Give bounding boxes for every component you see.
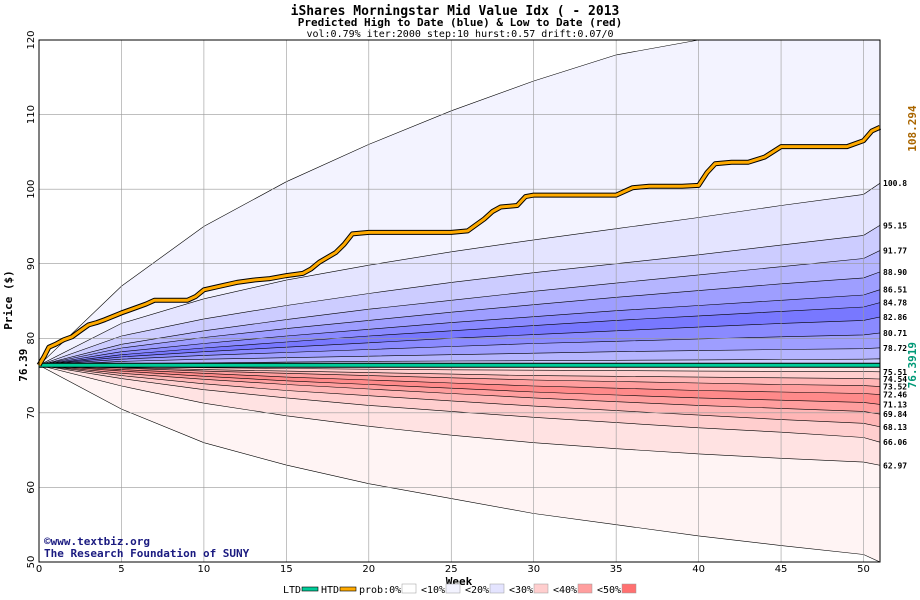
y-tick-label-2: 70	[26, 406, 37, 419]
y-axis-label: Price ($)	[2, 270, 15, 330]
legend-label-3: <10%	[421, 585, 445, 596]
x-tick-label-9: 45	[775, 564, 788, 575]
credit-organization: The Research Foundation of SUNY	[44, 547, 250, 560]
x-tick-label-4: 20	[362, 564, 375, 575]
x-tick-label-1: 5	[118, 564, 124, 575]
x-tick-label-7: 35	[610, 564, 623, 575]
credit-website: ©www.textbiz.org	[44, 535, 150, 548]
chart-subtitle: Predicted High to Date (blue) & Low to D…	[298, 16, 623, 29]
x-tick-label-6: 30	[527, 564, 540, 575]
legend-label-0: LTD	[283, 585, 301, 596]
legend-label-7: <50%	[597, 585, 621, 596]
legend-swatch-7	[621, 583, 637, 594]
band-label-1: 95.15	[883, 221, 907, 230]
x-tick-label-10: 50	[857, 564, 870, 575]
band-label-11: 73.52	[883, 383, 907, 392]
band-label-15: 68.13	[883, 423, 907, 432]
plot-area: 0 5 10 15 20 25 30 35 40 45 50 50 60 70 80 90 100 110 120 1…	[17, 30, 919, 575]
y-tick-label-0: 50	[26, 556, 37, 569]
plot-border	[38, 39, 881, 563]
band-label-10: 74.54	[883, 375, 907, 384]
y-tick-label-3: 80	[26, 332, 37, 345]
chart-title: iShares Morningstar Mid Value Idx ( - 20…	[291, 4, 620, 19]
legend-label-5: <30%	[509, 585, 533, 596]
y-tick-label-7: 120	[26, 30, 37, 49]
y-tick-label-5: 100	[26, 180, 37, 199]
band-label-8: 78.72	[883, 344, 907, 353]
x-tick-label-3: 15	[280, 564, 293, 575]
band-label-6: 82.86	[883, 313, 907, 322]
legend-label-1: HTD	[321, 585, 339, 596]
band-label-13: 71.13	[883, 400, 907, 409]
band-label-4: 86.51	[883, 286, 907, 295]
legend-label-4: <20%	[465, 585, 489, 596]
legend-swatch-2	[401, 583, 417, 594]
band-label-9: 75.51	[883, 368, 907, 377]
start-value-label: 76.39	[17, 349, 30, 382]
x-tick-label-8: 40	[692, 564, 705, 575]
legend-swatch-1	[339, 586, 357, 592]
band-label-0: 100.8	[883, 179, 907, 188]
x-tick-label-5: 25	[445, 564, 458, 575]
band-label-5: 84.78	[883, 299, 907, 308]
x-tick-label-2: 10	[198, 564, 211, 575]
legend-label-2: prob:0%	[359, 585, 401, 596]
legend-swatch-6	[577, 583, 593, 594]
legend-swatch-3	[445, 583, 461, 594]
legend-swatch-5	[533, 583, 549, 594]
band-label-14: 69.84	[883, 410, 907, 419]
ltd-value-label: 76.3919	[906, 342, 919, 388]
legend: LTD HTD prob:0% <10% <20% <30% <40% <50%	[283, 583, 637, 596]
legend-label-6: <40%	[553, 585, 577, 596]
y-tick-label-6: 110	[26, 105, 37, 124]
band-label-12: 72.46	[883, 391, 907, 400]
band-label-16: 66.06	[883, 438, 907, 447]
band-label-17: 62.97	[883, 461, 907, 470]
y-tick-label-4: 90	[26, 257, 37, 270]
band-label-3: 88.90	[883, 268, 907, 277]
band-label-7: 80.71	[883, 329, 907, 338]
legend-swatch-4	[489, 583, 505, 594]
legend-swatch-0	[301, 586, 319, 592]
y-tick-label-1: 60	[26, 481, 37, 494]
htd-value-label: 108.294	[906, 105, 919, 152]
htd-line	[37, 125, 881, 366]
band-label-2: 91.77	[883, 247, 907, 256]
x-tick-label-0: 0	[36, 564, 42, 575]
simulation-params: vol:0.79% iter:2000 step:10 hurst:0.57 d…	[306, 29, 613, 40]
